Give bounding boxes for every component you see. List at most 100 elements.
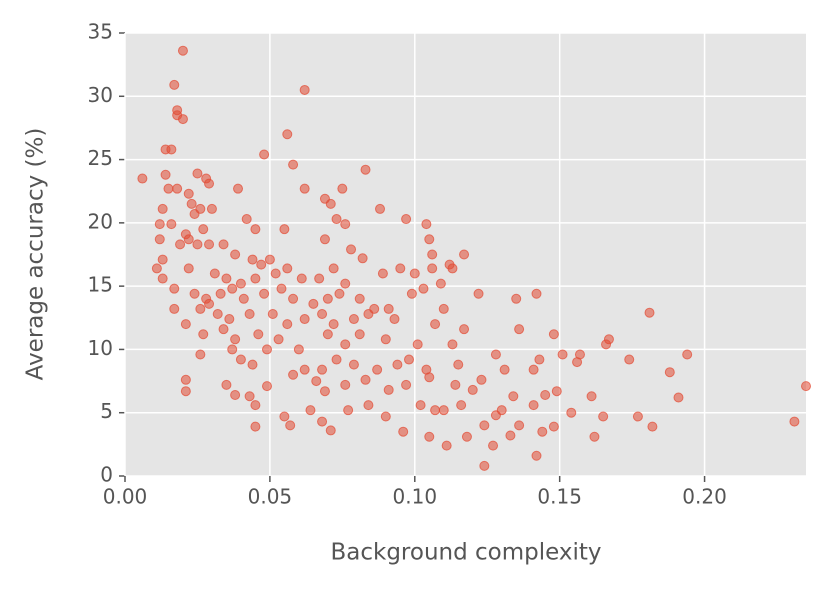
point [424,372,435,383]
point [377,268,388,279]
point [299,314,310,325]
point [177,45,188,56]
point [427,249,438,260]
point [346,244,357,255]
point [169,303,180,314]
y-tick-label: 30 [88,83,113,107]
point [557,349,568,360]
point [392,359,403,370]
point [430,319,441,330]
point [235,278,246,289]
point [253,329,264,340]
point [354,329,365,340]
point [459,249,470,260]
point [244,308,255,319]
point [204,298,215,309]
point [438,405,449,416]
point [406,288,417,299]
x-axis-label: Background complexity [330,540,601,566]
point [467,384,478,395]
point [151,263,162,274]
point [317,416,328,427]
point [337,183,348,194]
point [319,234,330,245]
point [598,411,609,422]
point [505,430,516,441]
y-tick-label: 15 [88,273,113,297]
point [166,219,177,230]
point [180,374,191,385]
point [566,407,577,418]
point [192,239,203,250]
point [299,84,310,95]
point [340,379,351,390]
point [305,405,316,416]
point [328,319,339,330]
point [540,389,551,400]
point [175,239,186,250]
point [218,239,229,250]
point [551,386,562,397]
point [438,303,449,314]
point [343,405,354,416]
point [273,334,284,345]
point [322,329,333,340]
point [357,253,368,264]
point [319,386,330,397]
point [247,254,258,265]
point [412,339,423,350]
y-tick-label: 20 [88,209,113,233]
point [548,329,559,340]
point [172,183,183,194]
point [221,379,232,390]
x-tick-label: 0.15 [537,485,582,509]
point [372,364,383,375]
point [198,224,209,235]
point [461,431,472,442]
point [215,288,226,299]
point [801,381,811,392]
point [224,314,235,325]
point [221,273,232,284]
point [230,389,241,400]
point [403,354,414,365]
point [204,239,215,250]
point [479,420,490,431]
point [334,288,345,299]
point [227,283,238,294]
point [632,411,643,422]
point [537,426,548,437]
point [401,379,412,390]
y-tick-label: 25 [88,146,113,170]
point [488,440,499,451]
point [192,168,203,179]
point [789,416,800,427]
point [311,376,322,387]
point [282,319,293,330]
point [531,450,542,461]
point [664,367,675,378]
point [380,334,391,345]
point [247,359,258,370]
point [195,303,206,314]
point [586,391,597,402]
point [288,159,299,170]
point [548,421,559,432]
point [601,339,612,350]
point [296,273,307,284]
point [308,298,319,309]
point [183,263,194,274]
point [340,339,351,350]
x-tick-label: 0.20 [682,485,727,509]
point [354,293,365,304]
point [450,379,461,390]
point [198,329,209,340]
point [186,198,197,209]
point [360,374,371,385]
point [261,381,272,392]
point [624,354,635,365]
x-tick-label: 0.10 [393,485,438,509]
point [348,359,359,370]
y-tick-label: 0 [100,463,113,487]
point [160,169,171,180]
